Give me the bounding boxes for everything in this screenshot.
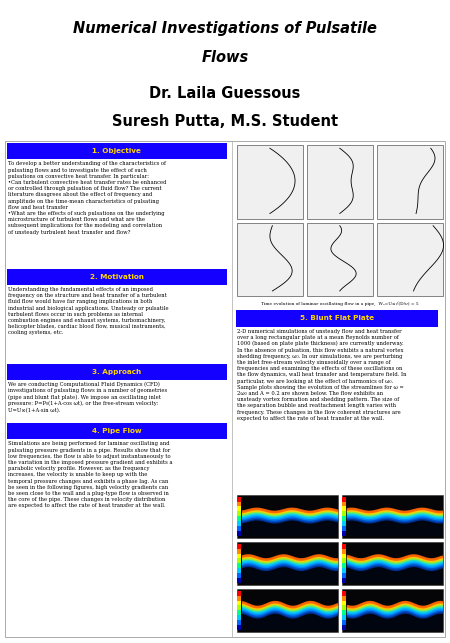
Bar <box>342 625 346 629</box>
Bar <box>237 625 241 629</box>
Bar <box>237 526 241 530</box>
Bar <box>237 507 241 511</box>
Bar <box>342 578 346 583</box>
Bar <box>236 311 438 327</box>
Bar <box>342 507 346 511</box>
Bar <box>342 502 346 507</box>
Bar <box>342 601 346 606</box>
Bar <box>237 502 241 507</box>
Bar <box>342 530 346 536</box>
Bar <box>342 542 443 585</box>
Text: To develop a better understanding of the characteristics of
pulsating flows and : To develop a better understanding of the… <box>8 161 166 235</box>
Text: Understanding the fundamental effects of an imposed
frequency on the structure a: Understanding the fundamental effects of… <box>8 287 168 335</box>
Text: 2-D numerical simulations of unsteady flow and heat transfer
over a long rectang: 2-D numerical simulations of unsteady fl… <box>237 329 407 421</box>
Bar <box>342 563 346 568</box>
Bar <box>306 222 373 296</box>
Bar <box>237 145 303 219</box>
Bar <box>342 521 346 526</box>
Bar <box>342 591 346 595</box>
Bar <box>242 561 337 583</box>
Bar <box>237 544 241 548</box>
Bar <box>237 620 241 625</box>
Bar <box>242 514 337 536</box>
Bar <box>342 544 346 548</box>
Bar <box>237 511 241 516</box>
Bar <box>237 548 241 554</box>
Text: Flows: Flows <box>202 50 248 65</box>
Bar <box>237 595 241 601</box>
Text: 1. Objective: 1. Objective <box>92 149 141 154</box>
Bar <box>342 511 346 516</box>
Bar <box>347 608 442 629</box>
Bar <box>237 222 303 296</box>
Text: Suresh Putta, M.S. Student: Suresh Putta, M.S. Student <box>112 114 338 129</box>
Bar <box>342 526 346 530</box>
Bar <box>342 620 346 625</box>
Bar <box>347 561 442 583</box>
Text: 3. Approach: 3. Approach <box>92 368 141 375</box>
Bar <box>377 222 443 296</box>
Bar <box>342 573 346 578</box>
Text: Simulations are being performed for laminar oscillating and
pulsating pressure g: Simulations are being performed for lami… <box>8 441 172 509</box>
Bar <box>237 568 241 573</box>
Bar <box>342 610 346 615</box>
Bar <box>237 573 241 578</box>
Bar <box>7 364 227 380</box>
Text: We are conducting Computational Fluid Dynamics (CFD)
investigations of pulsating: We are conducting Computational Fluid Dy… <box>8 382 167 413</box>
Text: 5. Blunt Flat Plate: 5. Blunt Flat Plate <box>300 316 374 322</box>
Bar <box>7 423 227 439</box>
Bar <box>237 516 241 521</box>
Bar <box>237 606 241 610</box>
Bar <box>377 145 443 219</box>
Bar <box>237 558 241 563</box>
Bar <box>7 269 227 285</box>
Bar <box>237 591 241 595</box>
Bar <box>237 496 241 502</box>
Bar <box>342 595 346 601</box>
Bar <box>237 495 338 538</box>
Bar <box>342 615 346 620</box>
Text: 2. Motivation: 2. Motivation <box>90 274 144 280</box>
Bar <box>237 530 241 536</box>
Text: Time evolution of laminar oscillating flow in a pipe,  W₀=U∞√(D/ν) = 5: Time evolution of laminar oscillating fl… <box>261 301 418 305</box>
Bar <box>306 145 373 219</box>
Text: Dr. Laila Guessous: Dr. Laila Guessous <box>149 86 301 101</box>
Bar <box>237 542 338 585</box>
Bar <box>342 516 346 521</box>
Bar <box>342 606 346 610</box>
Bar <box>237 615 241 620</box>
Bar <box>237 521 241 526</box>
Bar <box>237 554 241 558</box>
Bar <box>7 143 227 159</box>
Bar <box>347 514 442 536</box>
Bar <box>237 601 241 606</box>
Bar <box>242 608 337 629</box>
Bar <box>237 610 241 615</box>
Text: 4. Pipe Flow: 4. Pipe Flow <box>92 428 142 434</box>
Bar <box>342 558 346 563</box>
Bar <box>342 554 346 558</box>
Bar <box>342 590 443 632</box>
Bar <box>237 563 241 568</box>
Bar <box>342 495 443 538</box>
Bar <box>342 496 346 502</box>
Bar <box>237 578 241 583</box>
Bar <box>342 568 346 573</box>
Text: Numerical Investigations of Pulsatile: Numerical Investigations of Pulsatile <box>73 21 377 35</box>
Bar <box>237 590 338 632</box>
Bar <box>342 548 346 554</box>
